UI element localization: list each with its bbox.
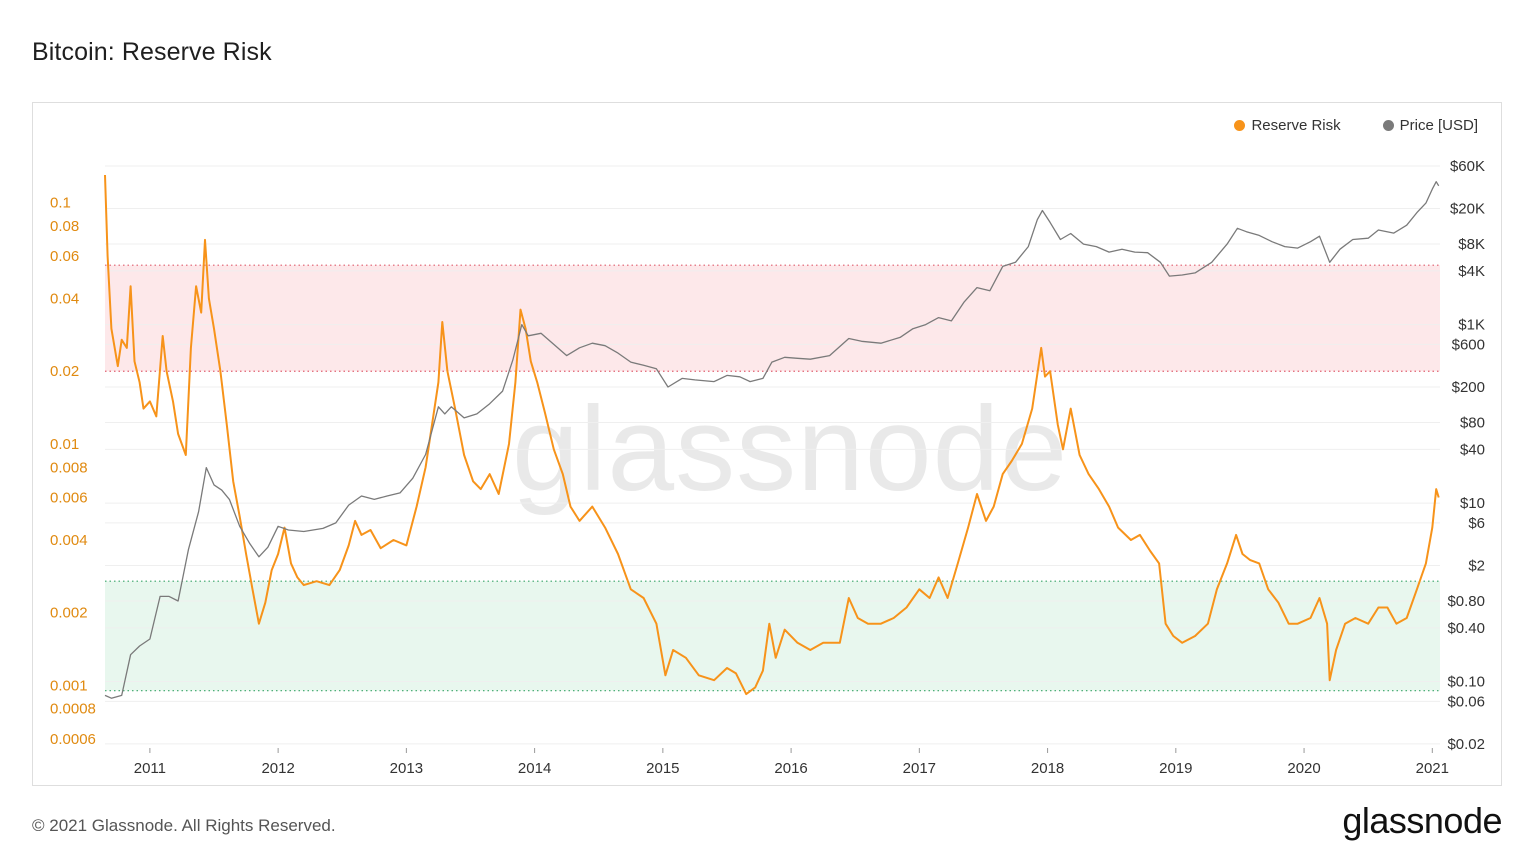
x-tick-label: 2016 <box>774 760 807 777</box>
left-tick-label: 0.0008 <box>50 701 96 718</box>
right-tick-label: $600 <box>1452 336 1485 353</box>
legend-label-price: Price [USD] <box>1399 117 1478 134</box>
legend-item-price[interactable]: Price [USD] <box>1382 117 1478 134</box>
x-tick-label: 2019 <box>1159 760 1192 777</box>
right-tick-label: $80 <box>1460 415 1485 432</box>
right-tick-label: $0.40 <box>1447 620 1485 637</box>
left-tick-label: 0.008 <box>50 459 88 476</box>
x-tick-label: 2020 <box>1287 760 1320 777</box>
x-tick-label: 2014 <box>518 760 551 777</box>
left-tick-label: 0.01 <box>50 436 79 453</box>
left-tick-label: 0.001 <box>50 677 88 694</box>
left-tick-label: 0.004 <box>50 532 88 549</box>
right-tick-label: $2 <box>1468 557 1485 574</box>
left-tick-label: 0.0006 <box>50 731 96 748</box>
x-tick-label: 2015 <box>646 760 679 777</box>
left-axis: 0.1 0.08 0.06 0.04 0.02 0.01 0.008 0.006 0.004 0.… <box>50 195 96 748</box>
left-tick-label: 0.006 <box>50 489 88 506</box>
right-tick-label: $4K <box>1458 263 1485 280</box>
legend-label-reserve-risk: Reserve Risk <box>1251 117 1341 134</box>
price-line <box>104 181 1440 699</box>
copyright-footer: © 2021 Glassnode. All Rights Reserved. <box>32 816 336 835</box>
right-tick-label: $40 <box>1460 441 1485 458</box>
x-tick-label: 2021 <box>1416 760 1449 777</box>
brand-logo[interactable]: glassnode <box>1342 800 1502 841</box>
legend: Reserve Risk Price [USD] <box>1234 117 1478 134</box>
reserve-risk-dot-icon <box>1234 120 1246 131</box>
right-tick-label: $60K <box>1450 158 1485 175</box>
right-tick-label: $0.10 <box>1447 674 1485 691</box>
right-tick-label: $20K <box>1450 201 1485 218</box>
x-tick-label: 2018 <box>1031 760 1064 777</box>
right-tick-label: $8K <box>1458 236 1485 253</box>
price-dot-icon <box>1382 120 1394 131</box>
left-tick-label: 0.02 <box>50 363 79 380</box>
left-tick-label: 0.06 <box>50 248 79 265</box>
legend-item-reserve-risk[interactable]: Reserve Risk <box>1234 117 1341 134</box>
left-tick-label: 0.1 <box>50 195 71 212</box>
right-tick-label: $0.06 <box>1447 693 1485 710</box>
page-title: Bitcoin: Reserve Risk <box>32 38 272 66</box>
x-tick-label: 2013 <box>390 760 423 777</box>
series-lines <box>104 174 1440 699</box>
right-tick-label: $6 <box>1468 515 1485 532</box>
left-tick-label: 0.08 <box>50 218 79 235</box>
right-tick-label: $1K <box>1458 317 1485 334</box>
right-tick-label: $0.02 <box>1447 736 1485 753</box>
chart-frame <box>32 102 1502 786</box>
x-tick-label: 2017 <box>903 760 936 777</box>
left-tick-label: 0.04 <box>50 291 79 308</box>
right-tick-label: $10 <box>1460 495 1485 512</box>
right-tick-label: $200 <box>1452 379 1485 396</box>
x-tick-label: 2011 <box>134 760 166 777</box>
right-tick-label: $0.80 <box>1447 593 1485 610</box>
gridlines <box>105 165 1440 745</box>
left-tick-label: 0.002 <box>50 605 88 622</box>
red-band <box>105 265 1440 372</box>
right-axis: $60K $20K $8K $4K $1K $600 $200 $80 $40 $10 $6 $2 $0… <box>1447 158 1485 753</box>
x-tick-label: 2012 <box>261 760 294 777</box>
x-axis: 2011 2012 2013 2014 2015 2016 2017 2018 2019 2020… <box>134 748 1449 777</box>
threshold-bands <box>105 264 1440 692</box>
